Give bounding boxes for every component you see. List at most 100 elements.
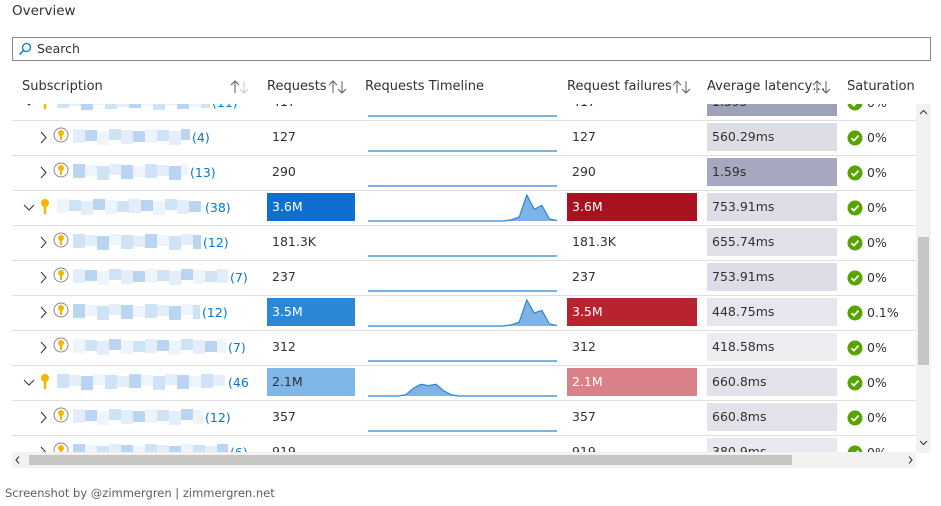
requests-timeline (368, 435, 558, 452)
key-icon (58, 165, 64, 171)
failures-cell: 919 (572, 444, 596, 452)
column-header[interactable]: Requests (267, 79, 327, 94)
status-icon (847, 200, 863, 216)
blurred-name (133, 446, 145, 452)
row-icons (40, 127, 190, 145)
status-icon (847, 165, 863, 181)
failures-cell: 3.5M (567, 298, 697, 326)
blurred-name (181, 129, 190, 140)
blurred-name (213, 375, 225, 386)
latency-cell: 1.59s (707, 104, 837, 116)
status-icon (847, 130, 863, 146)
requests-cell: 2.1M (267, 368, 355, 396)
table-row: (12) 357 357 660.8ms 0% (12, 400, 916, 436)
failures-cell: 237 (572, 269, 596, 284)
blurred-name (121, 165, 133, 179)
blurred-name (145, 129, 157, 143)
requests-cell: 312 (272, 339, 296, 354)
blurred-name (57, 374, 69, 388)
blurred-name (73, 409, 85, 423)
blurred-name (133, 131, 145, 142)
latency-cell: 418.58ms (707, 333, 837, 361)
timeline-area (368, 300, 557, 326)
blurred-name (153, 104, 165, 110)
blurred-name (217, 339, 226, 353)
blurred-name (121, 270, 133, 284)
search-box[interactable]: Search (12, 37, 931, 61)
status-icon (847, 165, 863, 181)
requests-timeline (368, 255, 557, 257)
blurred-name (157, 340, 169, 351)
blurred-name (81, 104, 93, 110)
blurred-name (157, 305, 169, 316)
column-header[interactable]: Requests Timeline (365, 79, 484, 94)
requests-timeline (368, 290, 557, 292)
blurred-name (169, 306, 181, 320)
saturation-value: 0% (867, 165, 887, 180)
column-header[interactable]: Subscription (22, 79, 103, 94)
blurred-name (69, 104, 81, 106)
column-header[interactable]: Request failures (567, 79, 672, 94)
column-header[interactable]: Saturation (847, 79, 915, 94)
row-icons (27, 104, 210, 110)
saturation-value: 0% (867, 435, 887, 452)
blurred-name (105, 375, 117, 389)
blurred-name (165, 199, 177, 210)
status-icon (847, 200, 863, 216)
key-icon (58, 130, 64, 136)
status-icon (850, 379, 860, 387)
expand-chevron (40, 446, 47, 452)
column-header[interactable]: Average latency… (707, 79, 826, 94)
requests-cell: 919 (272, 444, 296, 452)
horizontal-scrollbar[interactable] (12, 452, 916, 468)
key-icon (60, 309, 62, 315)
expand-chevron (40, 166, 47, 179)
search-placeholder: Search (37, 41, 80, 56)
blurred-name (69, 200, 81, 211)
blurred-name (181, 269, 193, 280)
status-icon (850, 169, 860, 177)
blurred-name (97, 341, 109, 355)
subscription-count: (12) (205, 410, 231, 425)
blurred-name (145, 444, 157, 452)
blurred-name (121, 445, 133, 452)
blurred-name (57, 104, 69, 108)
status-icon (847, 410, 863, 426)
blurred-name (193, 445, 205, 452)
blurred-name (85, 235, 97, 246)
expand-chevron (27, 104, 31, 106)
blurred-name (177, 200, 189, 214)
blurred-name (193, 235, 201, 249)
expand-chevron (40, 411, 47, 424)
vertical-scrollbar[interactable] (916, 104, 931, 453)
table-row: (12) 181.3K 181.3K 655.74ms 0% (12, 225, 916, 261)
row-icons (40, 337, 226, 355)
page-title: Overview (12, 3, 76, 19)
blurred-name (153, 376, 165, 390)
blurred-name (81, 376, 93, 390)
blurred-name (85, 165, 97, 176)
status-icon (847, 104, 863, 111)
saturation-value: 0% (867, 340, 887, 355)
table-row: (46 2.1M 2.1M 660.8ms 0% (12, 365, 916, 401)
key-icon (60, 344, 62, 350)
blurred-name (181, 304, 193, 315)
blurred-name (109, 339, 121, 350)
status-icon (847, 445, 863, 452)
key-icon (58, 235, 64, 241)
failures-cell: 127 (572, 129, 596, 144)
subscription-count: (4) (192, 130, 210, 145)
saturation-value: 0% (867, 410, 887, 425)
blurred-name (133, 271, 145, 282)
latency-cell: 448.75ms (707, 298, 837, 326)
failures-cell: 3.6M (567, 193, 697, 221)
blurred-name (73, 129, 85, 143)
blurred-name (121, 305, 133, 319)
key-icon (60, 414, 62, 420)
blurred-name (181, 444, 193, 452)
table-row: (13) 290 290 1.59s 0% (12, 155, 916, 191)
blurred-name (117, 201, 129, 212)
blurred-name (201, 104, 210, 108)
blurred-name (141, 200, 153, 211)
key-icon (43, 104, 47, 109)
